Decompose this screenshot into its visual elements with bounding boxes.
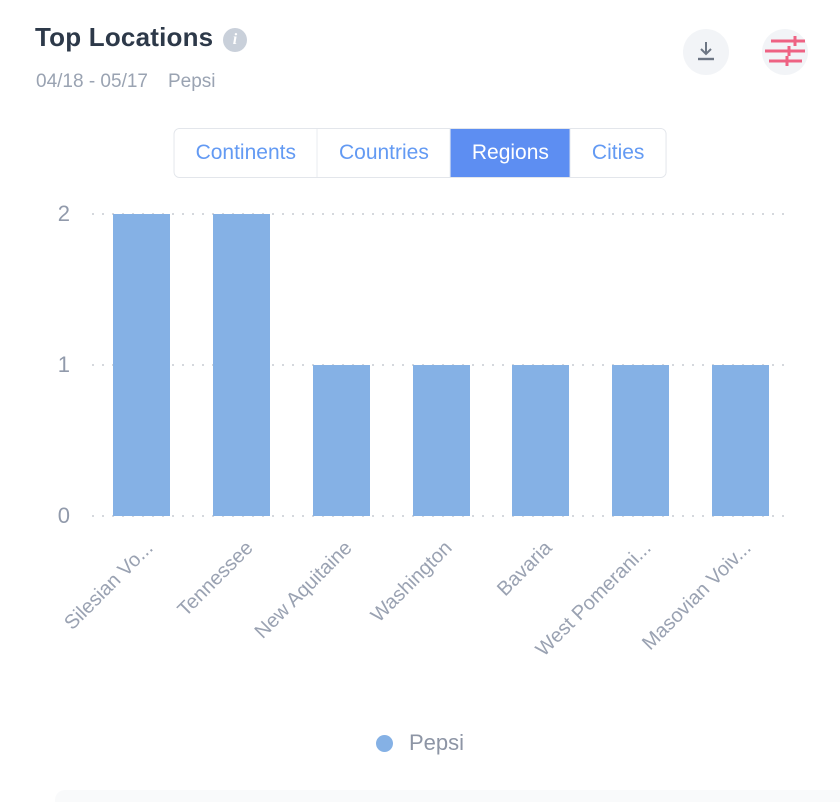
gridline-y0 bbox=[92, 515, 790, 517]
tab-cities[interactable]: Cities bbox=[570, 129, 666, 177]
bar-tennessee[interactable] bbox=[213, 214, 271, 516]
page-title: Top Locations bbox=[35, 22, 214, 52]
x-axis-label: Masovian Voiv... bbox=[638, 537, 756, 655]
gridline-y2 bbox=[92, 213, 790, 215]
bar-bavaria[interactable] bbox=[512, 365, 570, 516]
tab-countries[interactable]: Countries bbox=[317, 129, 451, 177]
download-icon bbox=[693, 38, 719, 67]
y-axis-tick-2: 2 bbox=[57, 201, 70, 226]
x-axis-label: Washington bbox=[366, 537, 457, 627]
chart-settings-button[interactable] bbox=[762, 29, 808, 75]
date-range: 04/18 - 05/17 bbox=[36, 71, 148, 92]
bar-masovian-voiv[interactable] bbox=[711, 365, 769, 516]
x-axis-label: New Aquitaine bbox=[250, 537, 357, 643]
bar-west-pomerani[interactable] bbox=[611, 365, 669, 516]
bar-new-aquitaine[interactable] bbox=[312, 365, 370, 516]
subject-label: Pepsi bbox=[167, 71, 216, 92]
x-axis-label: Tennessee bbox=[173, 537, 258, 621]
tab-regions[interactable]: Regions bbox=[450, 129, 571, 177]
x-axis-label: Bavaria bbox=[492, 537, 557, 601]
y-axis-tick-0: 0 bbox=[57, 503, 70, 528]
subtitle: 04/18 - 05/17 Pepsi bbox=[36, 71, 216, 93]
sliders-icon bbox=[765, 35, 805, 69]
download-button[interactable] bbox=[683, 29, 729, 75]
bar-silesian-vo[interactable] bbox=[113, 214, 171, 516]
tab-group: Continents Countries Regions Cities bbox=[173, 128, 667, 178]
bar-washington[interactable] bbox=[412, 365, 470, 516]
info-icon[interactable]: i bbox=[223, 28, 247, 52]
x-axis-label: Silesian Vo... bbox=[60, 537, 158, 635]
chart-legend: Pepsi bbox=[0, 730, 840, 756]
next-card-edge bbox=[55, 790, 840, 802]
x-axis-label: West Pomerani... bbox=[532, 537, 656, 661]
legend-item-pepsi[interactable]: Pepsi bbox=[375, 730, 465, 756]
tab-continents[interactable]: Continents bbox=[174, 129, 318, 177]
legend-label: Pepsi bbox=[408, 730, 465, 755]
y-axis-tick-1: 1 bbox=[57, 352, 70, 377]
legend-dot bbox=[375, 734, 393, 752]
